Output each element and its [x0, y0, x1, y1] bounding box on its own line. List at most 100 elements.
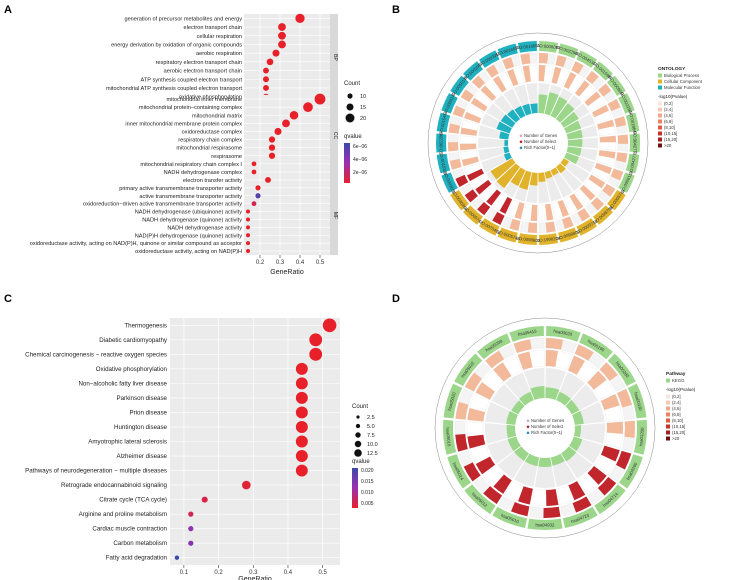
- term-label: Huntington disease: [114, 424, 168, 431]
- sector-label-band: [625, 112, 640, 133]
- qvalue-colorbar: [352, 468, 358, 508]
- select-bar: [470, 97, 488, 112]
- data-point: [246, 233, 250, 238]
- select-bar: [467, 434, 486, 449]
- sector-label-band: [436, 153, 451, 174]
- select-bar: [592, 104, 609, 118]
- x-tick-label: 0.1: [180, 570, 189, 576]
- sector-id-label: GO:0019646: [628, 110, 638, 136]
- rich-factor-bar: [522, 103, 532, 116]
- data-point: [314, 93, 326, 105]
- facet-strip: [330, 14, 338, 101]
- panel-d-circos: hsa00020hsa00190hsa00280hsa00330hsa01200…: [434, 317, 696, 539]
- count-legend-dot: [356, 415, 360, 419]
- sector-label-band: [607, 75, 626, 97]
- rich-ring-background: [481, 152, 512, 173]
- pvalue-legend-label: (2,4]: [672, 400, 681, 405]
- pvalue-legend-label: (2,4]: [664, 107, 673, 112]
- rich-factor-bar: [544, 92, 559, 116]
- term-label: NADH dehydrogenase (ubiquinone) activity: [135, 210, 242, 216]
- select-bar: [600, 394, 620, 411]
- rich-factor-bar: [564, 120, 582, 134]
- sector-label-band: [497, 43, 518, 59]
- sector-label-band: [463, 61, 484, 81]
- term-label: aerobic electron transport chain: [164, 69, 242, 75]
- sector-label-band: [509, 326, 544, 342]
- term-label: Pathways of neurodegeneration − multiple…: [25, 468, 167, 475]
- pvalue-legend-swatch: [658, 101, 662, 106]
- pvalue-legend-swatch: [658, 113, 662, 118]
- genes-bar: [617, 388, 632, 408]
- rich-factor-bar: [538, 457, 552, 467]
- select-bar: [598, 150, 616, 159]
- sector-label-band: [477, 333, 511, 360]
- genes-bar: [455, 401, 469, 420]
- pvalue-legend-swatch: [666, 394, 670, 399]
- pvalue-legend-label: (4,6]: [664, 113, 673, 118]
- rich-factor-bar: [506, 424, 517, 439]
- data-point: [188, 526, 194, 532]
- select-bar: [467, 168, 484, 182]
- sector-id-label: hsa00020: [553, 328, 573, 336]
- select-bar: [594, 162, 612, 175]
- rich-factor-bar: [544, 170, 553, 179]
- data-point: [309, 333, 323, 347]
- rich-ring-background: [560, 158, 590, 183]
- genes-bar: [602, 183, 616, 197]
- select-bar: [557, 199, 569, 217]
- panel-c-letter: C: [4, 293, 12, 305]
- select-bar: [518, 486, 533, 505]
- pvalue-legend-label: (0,2]: [664, 101, 673, 106]
- x-axis-title: GeneRatio: [238, 576, 272, 580]
- rich-factor-bar: [573, 425, 581, 438]
- pvalue-legend-swatch: [666, 400, 670, 405]
- sector-label-band: [619, 454, 643, 489]
- pvalue-legend-swatch: [658, 125, 662, 130]
- select-bar: [568, 355, 585, 375]
- rich-factor-bar: [496, 121, 512, 134]
- select-bar: [467, 407, 486, 422]
- sector-label-band: [517, 41, 537, 53]
- qvalue-legend-label: 4e−06: [353, 157, 367, 163]
- term-label: aerobic respiration: [196, 51, 242, 57]
- rich-factor-bar: [566, 129, 583, 140]
- sector-label-band: [435, 133, 447, 153]
- term-label: primary active transmembrane transporter…: [119, 186, 242, 192]
- sector-label-band: [539, 41, 559, 53]
- term-label: respiratory chain complex: [178, 138, 242, 144]
- genes-bar: [492, 211, 505, 225]
- term-label: electron transport chain: [184, 25, 242, 31]
- term-label: energy derivation by oxidation of organi…: [111, 42, 242, 48]
- sector-id-label: hsa04723: [570, 512, 590, 524]
- facet-strip-label: MF: [332, 212, 338, 219]
- inner-legend-label: Number of Select: [531, 424, 564, 429]
- genes-bar: [617, 134, 629, 144]
- term-label: Arginine and proline metabolism: [79, 511, 167, 518]
- pvalue-legend-label: (4,6]: [672, 406, 681, 411]
- panel-b-letter: B: [392, 4, 400, 16]
- count-legend-dot: [346, 103, 354, 111]
- term-label: oxidoreductase activity, acting on NAD(P…: [30, 241, 242, 247]
- pvalue-legend-swatch: [666, 412, 670, 417]
- term-label: Diabetic cardiomyopathy: [99, 337, 168, 344]
- rich-factor-bar: [530, 103, 538, 114]
- center-disc: [509, 114, 567, 172]
- center-disc: [516, 399, 574, 457]
- pvalue-legend-label: >20: [664, 143, 672, 148]
- term-label: NAD(P)H dehydrogenase (quinone) activity: [135, 233, 242, 239]
- rich-ring-background: [478, 146, 510, 161]
- sector-label-band: [517, 233, 537, 245]
- genes-bar: [545, 338, 564, 350]
- data-point: [278, 40, 286, 49]
- genes-bar: [463, 462, 481, 482]
- sector-label-band: [627, 383, 647, 419]
- pvalue-legend-swatch: [658, 119, 662, 124]
- qvalue-legend-label: 2e−06: [353, 170, 367, 176]
- genes-bar: [527, 222, 538, 233]
- data-point: [295, 362, 308, 375]
- select-bar: [475, 382, 495, 400]
- select-bar: [568, 481, 586, 501]
- sector-label-band: [450, 75, 469, 97]
- genes-bar: [597, 476, 617, 496]
- term-label: mitochondrial protein−containing complex: [139, 105, 242, 111]
